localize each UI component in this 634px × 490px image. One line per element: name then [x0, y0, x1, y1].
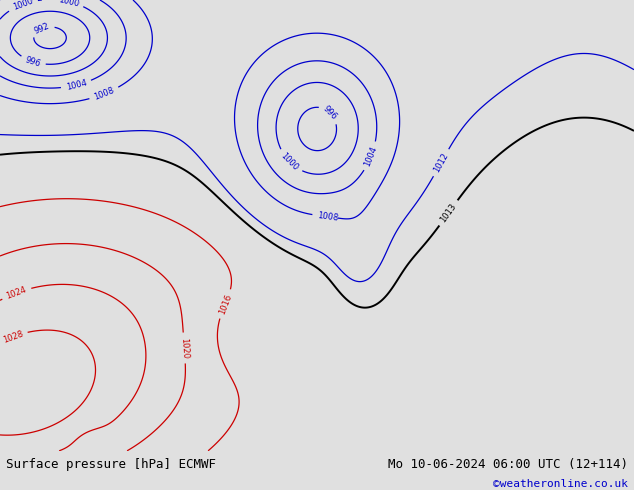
- Text: 1012: 1012: [432, 151, 450, 174]
- Text: 996: 996: [321, 104, 339, 122]
- Text: 992: 992: [33, 21, 51, 36]
- Text: 996: 996: [24, 55, 42, 69]
- Text: 1016: 1016: [217, 293, 233, 316]
- Text: 1008: 1008: [93, 86, 115, 102]
- Text: 1028: 1028: [1, 329, 24, 344]
- Text: 1000: 1000: [57, 0, 80, 8]
- Text: Mo 10-06-2024 06:00 UTC (12+114): Mo 10-06-2024 06:00 UTC (12+114): [387, 458, 628, 471]
- Text: ©weatheronline.co.uk: ©weatheronline.co.uk: [493, 479, 628, 489]
- Text: 1004: 1004: [363, 145, 379, 168]
- Text: 1024: 1024: [5, 285, 28, 301]
- Text: 1000: 1000: [11, 0, 34, 12]
- Text: 1000: 1000: [279, 151, 301, 172]
- Text: 1013: 1013: [439, 202, 458, 224]
- Text: 1008: 1008: [317, 211, 339, 222]
- Text: 1004: 1004: [65, 78, 87, 92]
- Text: Surface pressure [hPa] ECMWF: Surface pressure [hPa] ECMWF: [6, 458, 216, 471]
- Text: 1020: 1020: [179, 337, 190, 359]
